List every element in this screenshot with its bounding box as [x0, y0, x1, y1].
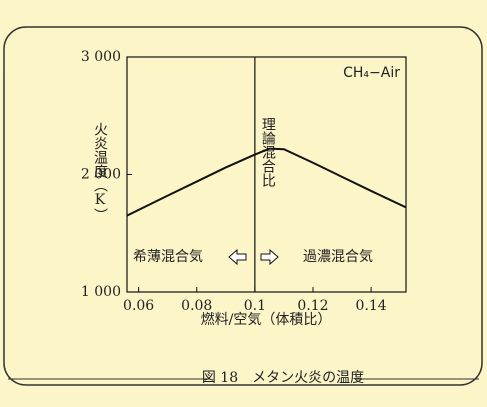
line	[126, 147, 407, 217]
y-axis-label: 火炎温度（K）	[92, 122, 108, 222]
x-axis-label: 燃料/空気（体積比）	[201, 311, 332, 328]
gas-label: CH₄−Air	[343, 65, 400, 81]
frame	[3, 26, 483, 386]
right-arrow	[260, 248, 279, 266]
reference-label: 理論混合比	[260, 117, 276, 187]
rich-label: 過濃混合気	[303, 249, 373, 265]
x-tick-label: 0.1	[244, 298, 266, 314]
y-tick-label: 1 000	[81, 284, 121, 300]
lean-label: 希薄混合気	[133, 249, 203, 265]
x-tick-label: 0.08	[181, 298, 212, 314]
x-tick-label: 0.14	[356, 298, 387, 314]
x-tick-label: 0.12	[297, 298, 328, 314]
caption: 図 18 メタン火炎の温度	[202, 370, 364, 386]
x-tick-label: 0.06	[123, 298, 154, 314]
y-tick-label: 2 000	[81, 167, 121, 183]
y-tick-label: 3 000	[81, 49, 121, 65]
left-arrow	[228, 248, 247, 266]
